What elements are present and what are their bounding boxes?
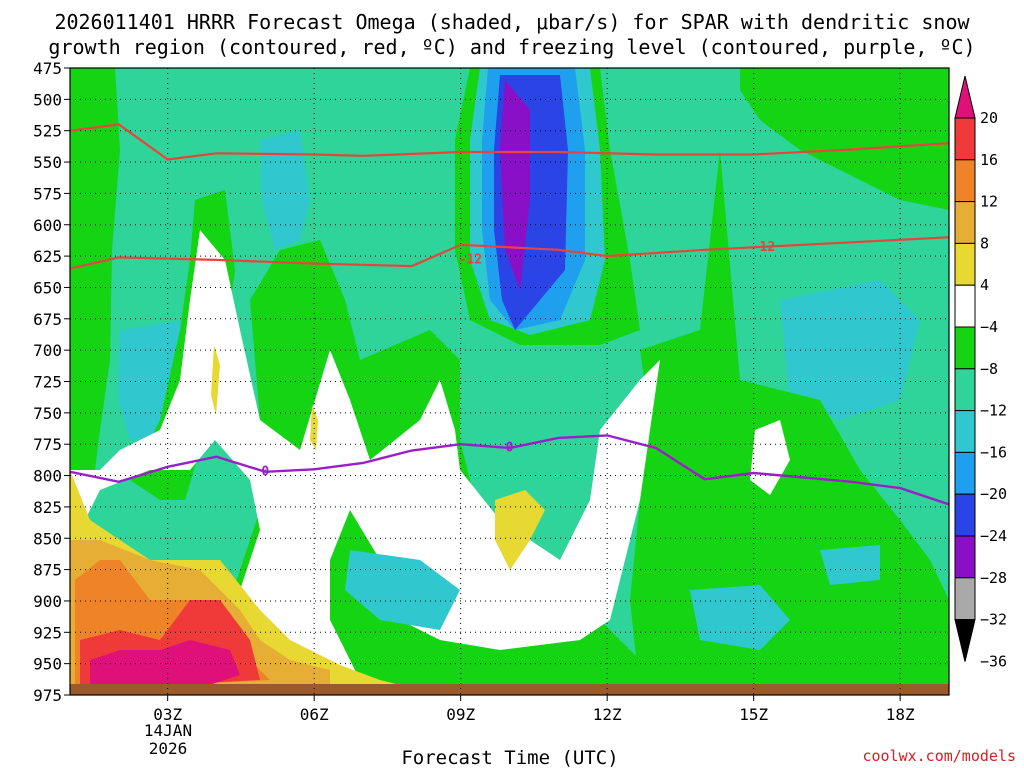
y-tick-label: 625: [33, 247, 62, 266]
y-tick-label: 650: [33, 278, 62, 297]
x-tick-label: 12Z: [593, 705, 622, 724]
dgz-contour-line: [70, 123, 949, 161]
colorbar-label: −32: [980, 611, 1007, 629]
freezing-level-label: 0: [506, 441, 514, 456]
y-tick-label: 700: [33, 341, 62, 360]
y-tick-label: 475: [33, 59, 62, 78]
colorbar-top-arrow: [954, 75, 976, 119]
x-tick-label: 18Z: [886, 705, 915, 724]
colorbar-swatch: [954, 117, 976, 161]
colorbar-swatch: [954, 326, 976, 370]
y-tick-label: 825: [33, 498, 62, 517]
freezing-level-line: [70, 434, 949, 506]
colorbar: 20 16 12 8 4 −4 −8 −12 −16 −20 −24 −28 −32 −36: [954, 75, 1007, 670]
contour-labels: -12 -12 0 0: [261, 240, 775, 480]
colorbar-label: −36: [980, 652, 1007, 670]
x-tick-label: 06Z: [300, 705, 329, 724]
y-tick-label: 550: [33, 153, 62, 172]
colorbar-label: −8: [980, 360, 998, 378]
colorbar-label: −20: [980, 485, 1007, 503]
omega-shading: [70, 68, 949, 695]
colorbar-label: 8: [980, 234, 989, 252]
colorbar-bottom-arrow: [954, 619, 976, 662]
chart-title-line1: 2026011401 HRRR Forecast Omega (shaded, …: [54, 10, 970, 34]
x-tick-label: 09Z: [446, 705, 475, 724]
colorbar-label: −24: [980, 527, 1007, 545]
y-tick-label: 750: [33, 404, 62, 423]
y-tick-label: 925: [33, 623, 62, 642]
y-tick-label: 900: [33, 592, 62, 611]
colorbar-swatch: [954, 284, 976, 328]
colorbar-swatch: [954, 159, 976, 203]
y-tick-label: 500: [33, 90, 62, 109]
freezing-level-label: 0: [261, 465, 269, 480]
x-axis-label: Forecast Time (UTC): [401, 747, 618, 768]
y-tick-label: 525: [33, 122, 62, 141]
colorbar-label: 4: [980, 276, 989, 294]
colorbar-label: 16: [980, 151, 998, 169]
y-tick-label: 725: [33, 373, 62, 392]
y-tick-label: 950: [33, 655, 62, 674]
dgz-contour-label: -12: [459, 253, 482, 268]
chart-title-line2: growth region (contoured, red, ºC) and f…: [48, 35, 975, 59]
dgz-contour-label: -12: [752, 240, 775, 255]
y-tick-label: 775: [33, 435, 62, 454]
y-tick-label: 675: [33, 310, 62, 329]
colorbar-label: −16: [980, 443, 1007, 461]
colorbar-swatch: [954, 535, 976, 579]
y-axis-ticks: 475 500 525 550 575 600 625 650 675 700 725 750 775 8…: [33, 59, 70, 705]
colorbar-swatch: [954, 201, 976, 244]
plot-frame: [69, 67, 950, 696]
colorbar-label: 20: [980, 109, 998, 127]
colorbar-swatch: [954, 368, 976, 412]
y-tick-label: 875: [33, 561, 62, 580]
colorbar-swatch: [954, 410, 976, 453]
colorbar-label: −4: [980, 318, 998, 336]
y-tick-label: 575: [33, 184, 62, 203]
colorbar-swatch: [954, 577, 976, 621]
dgz-contour-line: [70, 236, 949, 270]
contour-lines: [70, 123, 949, 506]
y-tick-label: 800: [33, 467, 62, 486]
colorbar-swatch: [954, 493, 976, 537]
colorbar-swatch: [954, 242, 976, 286]
y-tick-label: 975: [33, 686, 62, 705]
colorbar-swatch: [954, 451, 976, 495]
x-tick-label: 03Z: [153, 705, 182, 724]
ground-strip: [70, 684, 949, 695]
y-tick-label: 600: [33, 216, 62, 235]
date-label-day: 14JAN: [144, 721, 192, 740]
colorbar-label: −28: [980, 569, 1007, 587]
colorbar-label: −12: [980, 402, 1007, 420]
colorbar-label: 12: [980, 193, 998, 211]
y-tick-label: 850: [33, 529, 62, 548]
x-axis-ticks: 03Z 06Z 09Z 12Z 15Z 18Z: [153, 695, 915, 724]
credit-link[interactable]: coolwx.com/models: [862, 747, 1016, 765]
x-tick-label: 15Z: [739, 705, 768, 724]
date-label-year: 2026: [149, 739, 188, 758]
